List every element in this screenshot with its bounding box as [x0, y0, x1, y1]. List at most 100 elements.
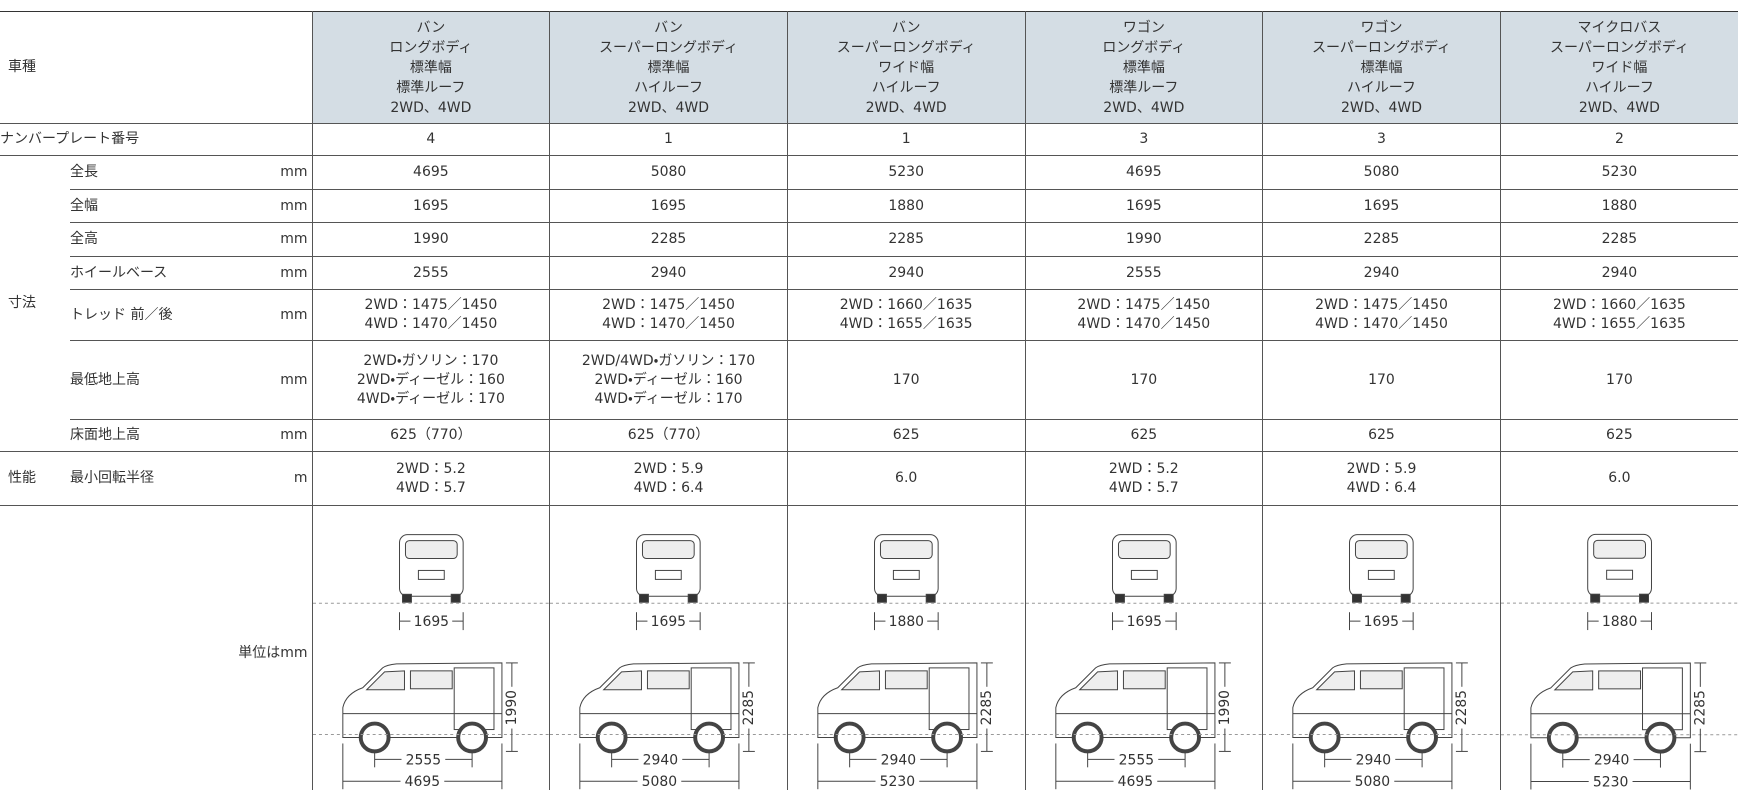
- cell-line: 625: [1501, 426, 1738, 445]
- cell: 4695: [1025, 156, 1263, 190]
- cell: 2940: [550, 257, 788, 290]
- cell-line: 標準幅: [550, 58, 787, 78]
- cell-line: 2WD、4WD: [550, 98, 787, 118]
- cell: 5080: [550, 156, 788, 190]
- cell-line: 625: [1026, 426, 1263, 445]
- front-windshield: [1118, 541, 1170, 559]
- cell-line: 2WD、4WD: [313, 98, 550, 118]
- cell-line: ワイド幅: [788, 58, 1025, 78]
- cell: 2: [1500, 124, 1738, 156]
- cell-line: 2940: [550, 264, 787, 283]
- cell-line: 1990: [313, 230, 550, 249]
- row-label: 床面地上高: [70, 420, 266, 452]
- front-tire: [1401, 594, 1410, 602]
- cell-line: 2WD、4WD: [1263, 98, 1500, 118]
- wheel: [360, 724, 388, 752]
- dim-wheelbase: 2555: [1118, 752, 1153, 768]
- cell: 5080: [1263, 156, 1501, 190]
- row-header: 車種: [0, 12, 312, 124]
- cell-line: 1695: [313, 197, 550, 216]
- cell-line: 2WD：1475／1450: [1026, 296, 1263, 315]
- cell-line: 4WD：1470／1450: [1026, 315, 1263, 334]
- cell: 5230: [1500, 156, 1738, 190]
- cell-line: 2WD：1475／1450: [313, 296, 550, 315]
- cell-line: 標準ルーフ: [1026, 78, 1263, 98]
- cell-line: ロングボディ: [313, 38, 550, 58]
- cell-line: 2WD：5.2: [1026, 460, 1263, 479]
- cell: 625: [1263, 420, 1501, 452]
- side-window: [648, 671, 690, 689]
- cell-line: ハイルーフ: [788, 78, 1025, 98]
- cell: 2555: [1025, 257, 1263, 290]
- dim-length: 5080: [642, 774, 677, 790]
- cell-line: 1695: [1263, 197, 1500, 216]
- cell-line: 2WD：1475／1450: [550, 296, 787, 315]
- cell-line: 625（770）: [550, 426, 787, 445]
- cell-line: 6.0: [788, 469, 1025, 488]
- cell-line: 6.0: [1501, 469, 1738, 488]
- cell: 1990: [1025, 223, 1263, 257]
- cell-line: ロングボディ: [1026, 38, 1263, 58]
- cell-line: 標準幅: [313, 58, 550, 78]
- unit: mm: [266, 420, 312, 452]
- front-windshield: [1593, 540, 1645, 558]
- dim-height: 1990: [1216, 690, 1232, 725]
- cell-line: スーパーロングボディ: [1501, 38, 1738, 58]
- cell-line: 2940: [1263, 264, 1500, 283]
- wheel: [1549, 724, 1577, 752]
- cell-line: ワゴン: [1263, 18, 1500, 38]
- cell-line: 4695: [1026, 163, 1263, 182]
- cell-line: 4WD：6.4: [550, 479, 787, 498]
- unit: mm: [266, 190, 312, 223]
- cell-line: 2WD、4WD: [788, 98, 1025, 118]
- dim-length: 5080: [1355, 774, 1390, 790]
- cell-line: 4WD：1655／1635: [788, 315, 1025, 334]
- cell-line: 4695: [313, 163, 550, 182]
- cell-line: 1880: [1501, 197, 1738, 216]
- cell-line: 2WD：5.9: [1263, 460, 1500, 479]
- cell-line: 2WD・ディーゼル：160: [313, 371, 550, 390]
- front-windshield: [880, 541, 932, 559]
- cell-line: 2940: [1501, 264, 1738, 283]
- front-tire: [1639, 594, 1648, 602]
- front-windshield: [643, 541, 695, 559]
- dim-height: 2285: [979, 690, 995, 725]
- dim-wheelbase: 2940: [881, 752, 916, 768]
- group-label: 性能: [0, 452, 70, 506]
- cell-line: 5080: [1263, 163, 1500, 182]
- dim-height: 1990: [503, 690, 519, 725]
- cell: 3: [1263, 124, 1501, 156]
- cell: 2940: [1500, 257, 1738, 290]
- cell-line: 2WD：1660／1635: [788, 296, 1025, 315]
- wheel: [1171, 724, 1199, 752]
- cell-line: 2285: [1501, 230, 1738, 249]
- cell: 2285: [550, 223, 788, 257]
- unit: m: [266, 452, 312, 506]
- cell-line: 170: [1026, 371, 1263, 390]
- dim-width: 1695: [1364, 614, 1399, 630]
- dim-length: 4695: [404, 774, 439, 790]
- cell-line: 2WD：5.2: [313, 460, 550, 479]
- cell-line: 2WD/4WD・ガソリン：170: [550, 352, 787, 371]
- cell: 2940: [1263, 257, 1501, 290]
- wheel: [695, 724, 723, 752]
- cell: 5230: [787, 156, 1025, 190]
- cell-line: 2555: [313, 264, 550, 283]
- dim-width: 1880: [888, 614, 923, 630]
- cell-line: 2WD・ディーゼル：160: [550, 371, 787, 390]
- cell: 170: [1263, 341, 1501, 420]
- side-window: [1598, 671, 1640, 689]
